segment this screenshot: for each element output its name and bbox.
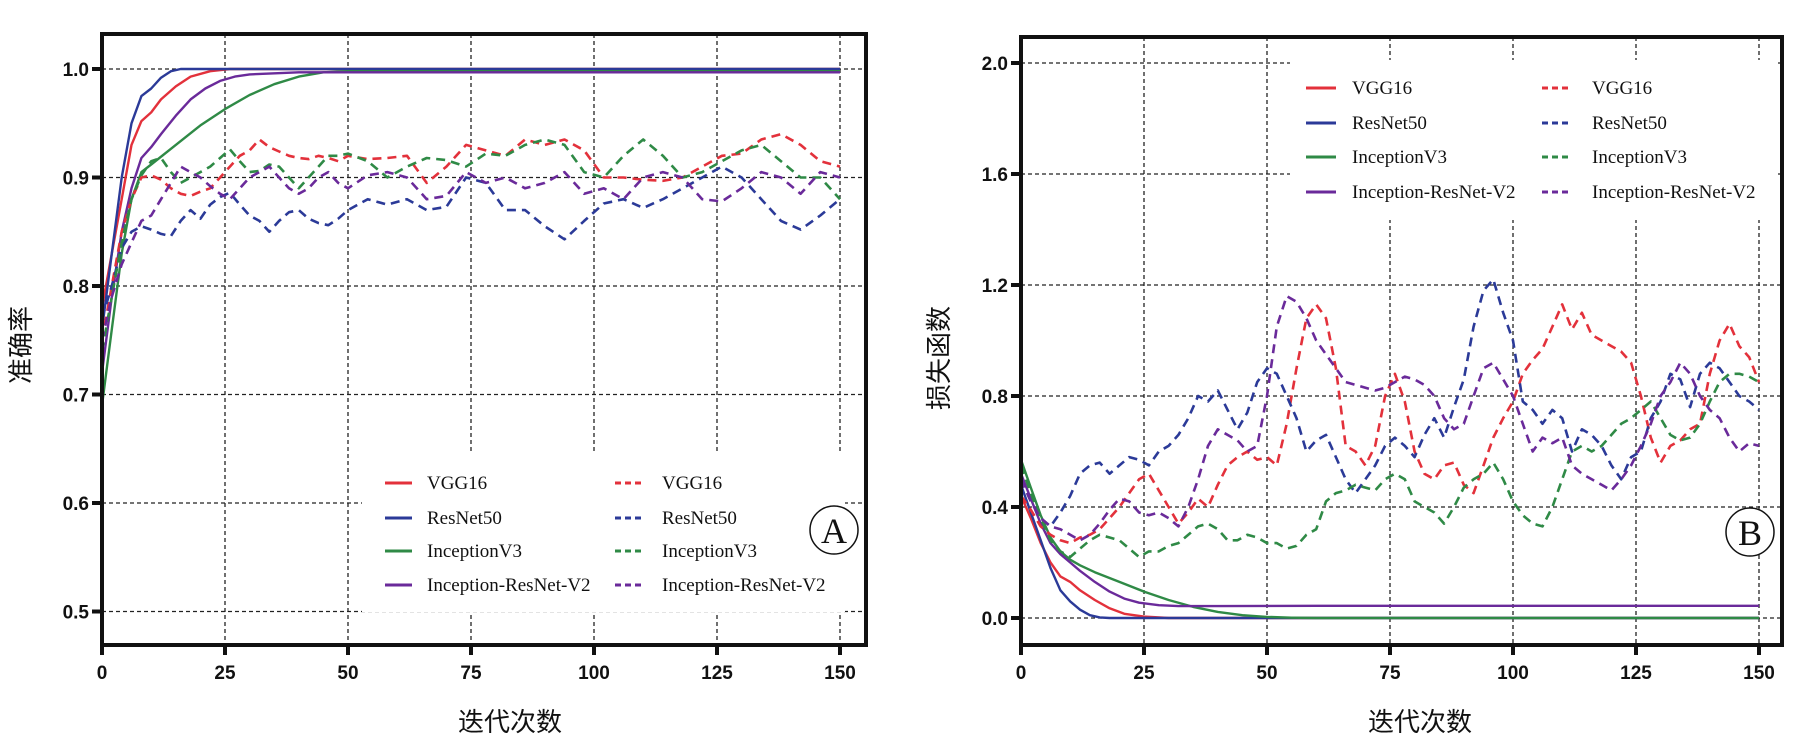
panel-a-legend: VGG16 ResNet50 InceptionV3 Inception-ResNet… [362, 452, 845, 612]
panel-a-x-tick-label: 0 [97, 663, 108, 684]
panel-b-series [1019, 278, 1761, 620]
panel-b-x-tick-label: 0 [1016, 663, 1027, 684]
panel-a-legend-label-inceptionv3-dashed: InceptionV3 [662, 541, 757, 562]
panel-b-legend-label-resnet50-dashed: ResNet50 [1592, 113, 1667, 134]
panel-b-series-inceptionv3 [1019, 459, 1759, 620]
panel-b-label: B [1738, 513, 1762, 553]
panel-a-y-tick-label: 1.0 [63, 60, 89, 81]
panel-b-legend-background [1290, 60, 1778, 220]
panel-a-x-tick-label: 25 [214, 663, 236, 684]
panel-b-series-resnet50 [1019, 484, 1759, 620]
panel-a-series-resnet50 [100, 67, 840, 330]
panel-b-legend-label-inceptionv3-solid: InceptionV3 [1352, 147, 1447, 168]
panel-b-y-tick-label: 0.0 [982, 609, 1008, 630]
panel-a-series [100, 67, 841, 406]
panel-a-legend-label-inception-resnet-v2-dashed: Inception-ResNet-V2 [662, 575, 826, 596]
panel-a-legend-label-resnet50-dashed: ResNet50 [662, 508, 737, 529]
panel-b-legend-label-vgg16-solid: VGG16 [1352, 78, 1412, 99]
panel-b-legend-label-inceptionv3-dashed: InceptionV3 [1592, 147, 1687, 168]
panel-a-series-inception-resnet-v2-val [100, 165, 841, 341]
panel-b-y-tick-label: 1.6 [982, 165, 1008, 186]
panel-a-series-inceptionv3-val [100, 138, 841, 352]
panel-a-legend-label-vgg16-dashed: VGG16 [662, 473, 722, 494]
panel-a-x-axis-title: 迭代次数 [458, 708, 562, 738]
panel-a-label-badge: A [809, 505, 859, 555]
panel-a-legend-background [362, 452, 845, 612]
panel-b-label-badge: B [1725, 507, 1775, 557]
panel-b-x-tick-label: 125 [1620, 663, 1652, 684]
panel-b-x-tick-label: 25 [1133, 663, 1155, 684]
panel-b-loss-chart: VGG16 ResNet50 InceptionV3 Inception-ResNet… [925, 35, 1784, 738]
panel-a-y-tick-label: 0.8 [63, 277, 89, 298]
panel-b-legend-label-resnet50-solid: ResNet50 [1352, 113, 1427, 134]
panel-a-y-tick-label: 0.5 [63, 603, 90, 624]
panel-a-series-resnet50-val [100, 165, 841, 319]
panel-a-axes: 0.5 0.6 0.7 0.8 0.9 1.0 0 25 50 75 100 125 150 [63, 32, 868, 684]
panel-a-plot-frame [100, 32, 868, 647]
panel-b-legend-label-inception-resnet-v2-solid: Inception-ResNet-V2 [1352, 182, 1516, 203]
panel-a-legend-label-vgg16-solid: VGG16 [427, 473, 487, 494]
panel-b-series-inception-resnet-v2 [1019, 473, 1759, 608]
panel-a-y-axis-title: 准确率 [7, 306, 37, 384]
panel-a-x-tick-label: 150 [824, 663, 856, 684]
panel-b-y-tick-label: 0.8 [982, 387, 1008, 408]
panel-a-legend-label-inception-resnet-v2-solid: Inception-ResNet-V2 [427, 575, 591, 596]
panel-b-series-resnet50-val [1019, 278, 1760, 528]
panel-b-x-tick-label: 50 [1256, 663, 1277, 684]
panel-a-series-vgg16-val [100, 132, 841, 341]
panel-b-plot-frame [1019, 35, 1784, 647]
panel-b-label-circle [1725, 507, 1775, 557]
panel-a-legend-label-inceptionv3-solid: InceptionV3 [427, 541, 522, 562]
panel-b-series-inception-resnet-v2-val [1019, 294, 1760, 542]
panel-a-y-tick-label: 0.9 [63, 169, 89, 190]
panel-b-axes: 0.0 0.4 0.8 1.2 1.6 2.0 0 25 50 75 100 125 150 [982, 35, 1784, 684]
panel-b-series-inceptionv3-val [1019, 372, 1760, 559]
panel-b-x-tick-label: 150 [1743, 663, 1775, 684]
panel-b-x-axis-title: 迭代次数 [1368, 708, 1472, 738]
panel-b-y-axis-title: 损失函数 [925, 306, 955, 410]
panel-b-x-tick-label: 75 [1379, 663, 1401, 684]
panel-b-y-tick-label: 2.0 [982, 54, 1008, 75]
panel-a-x-tick-label: 100 [578, 663, 610, 684]
panel-b-y-tick-label: 0.4 [982, 498, 1009, 519]
panel-a-label-circle [809, 505, 859, 555]
panel-b-legend: VGG16 ResNet50 InceptionV3 Inception-ResNet… [1290, 60, 1778, 220]
panel-a-accuracy-chart: VGG16 ResNet50 InceptionV3 Inception-ResNet… [7, 32, 868, 738]
panel-a-series-inception-resnet-v2 [100, 71, 840, 373]
panel-a-label: A [821, 511, 847, 551]
panel-a-x-tick-label: 50 [337, 663, 358, 684]
panel-b-y-tick-label: 1.2 [982, 276, 1008, 297]
panel-b-legend-label-inception-resnet-v2-dashed: Inception-ResNet-V2 [1592, 182, 1756, 203]
panel-a-legend-label-resnet50-solid: ResNet50 [427, 508, 502, 529]
panel-a-y-tick-label: 0.6 [63, 494, 89, 515]
panel-a-x-tick-label: 75 [460, 663, 482, 684]
panel-b-x-tick-label: 100 [1497, 663, 1529, 684]
panel-a-y-tick-label: 0.7 [63, 386, 89, 407]
panel-b-legend-label-vgg16-dashed: VGG16 [1592, 78, 1652, 99]
panel-a-x-tick-label: 125 [701, 663, 733, 684]
